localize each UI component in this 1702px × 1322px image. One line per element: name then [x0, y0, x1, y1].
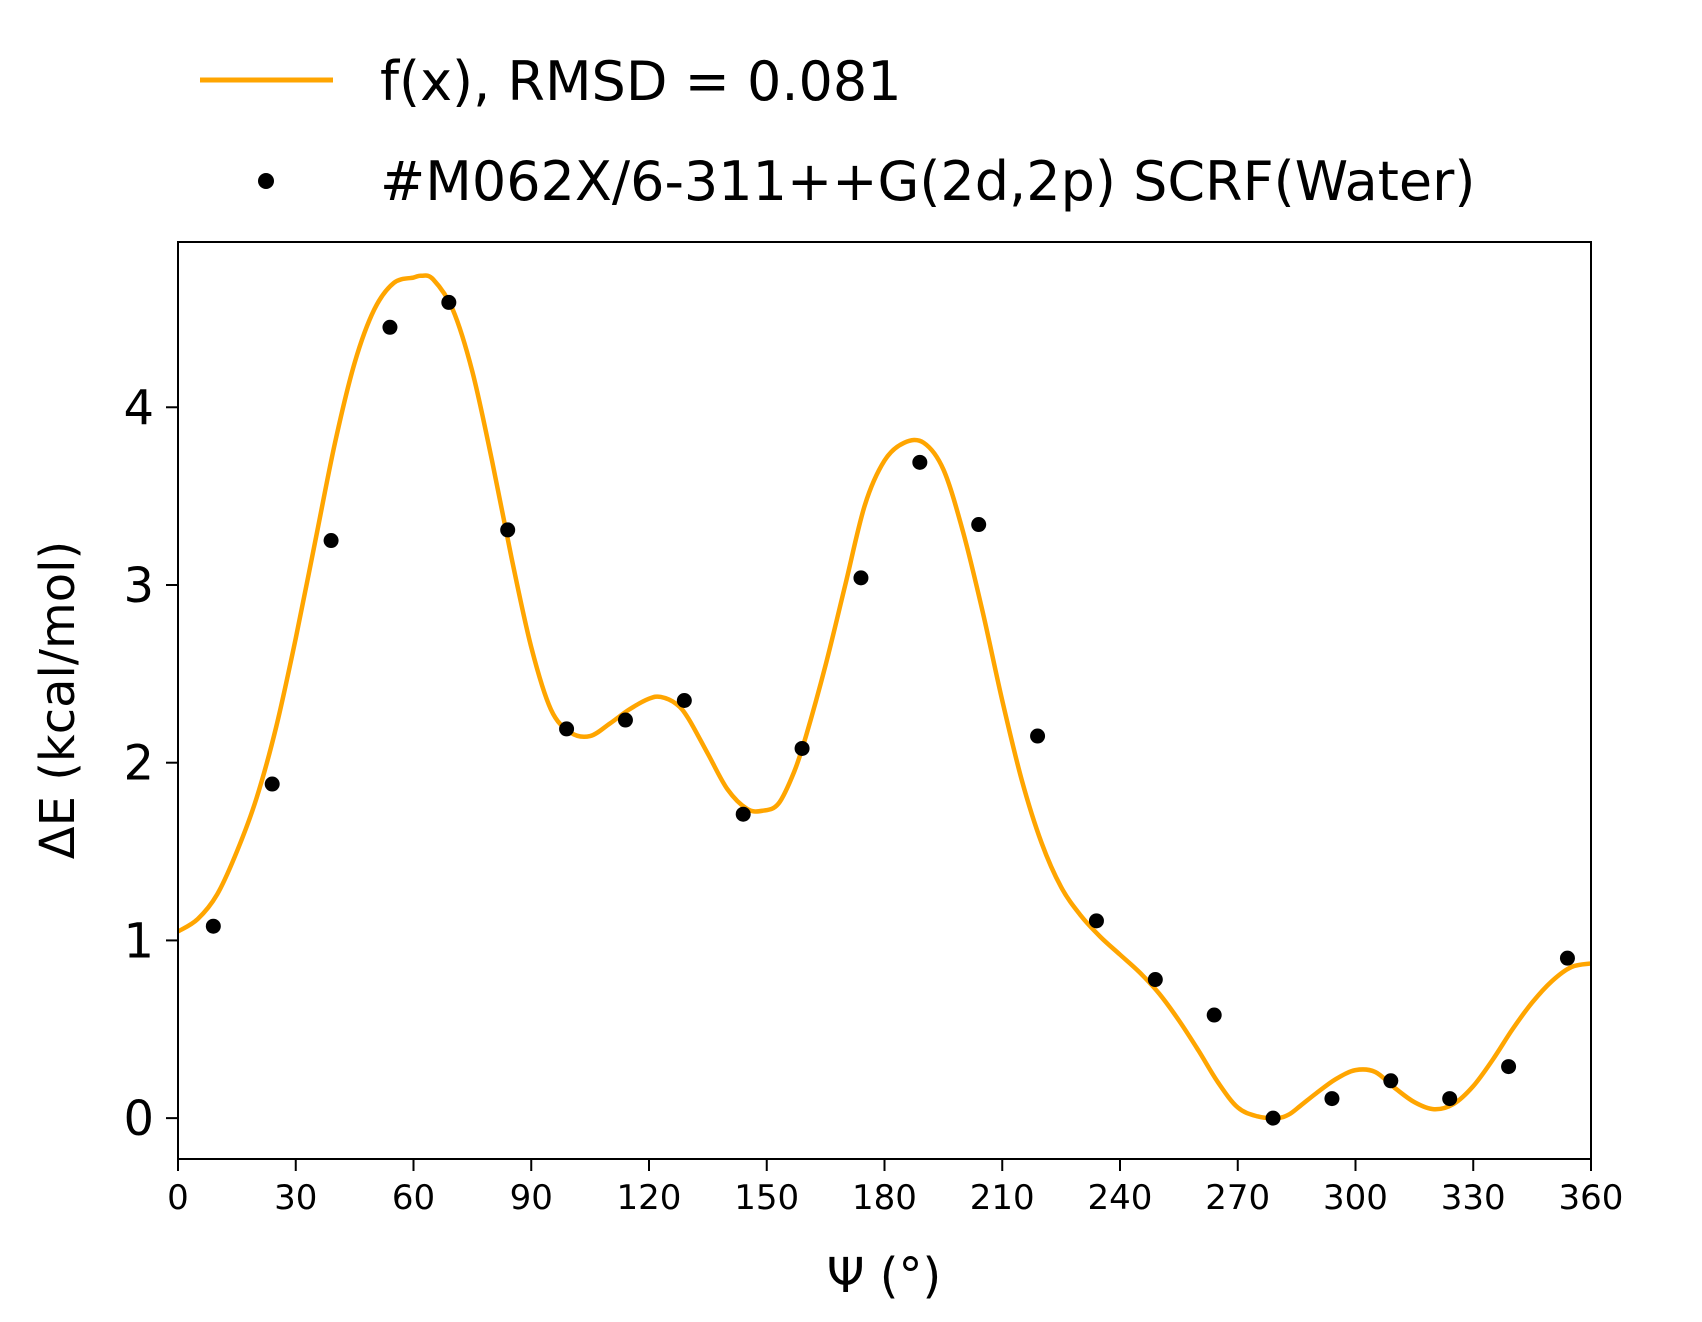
data-point [205, 918, 221, 934]
data-point [1501, 1059, 1517, 1075]
data-point [1324, 1091, 1340, 1107]
data-point [323, 533, 339, 549]
data-point [500, 522, 516, 538]
data-point [1030, 728, 1046, 744]
y-tick-label: 4 [123, 380, 154, 436]
x-tick-label: 330 [1441, 1178, 1506, 1218]
data-point [1442, 1091, 1458, 1107]
y-tick-label: 2 [123, 736, 154, 792]
legend-label-fit-line: f(x), RMSD = 0.081 [380, 50, 902, 113]
data-point [676, 693, 692, 708]
y-tick-label: 1 [123, 913, 154, 969]
y-axis-label: ΔE (kcal/mol) [30, 541, 86, 859]
x-tick-label: 180 [852, 1178, 917, 1218]
data-point [971, 517, 987, 533]
data-point [617, 712, 633, 728]
legend-swatch-dft-points [258, 173, 274, 189]
x-tick-label: 360 [1559, 1178, 1624, 1218]
data-point [1383, 1073, 1399, 1089]
data-point [1206, 1007, 1222, 1023]
data-point [441, 294, 457, 310]
x-tick-label: 300 [1323, 1178, 1388, 1218]
data-point [912, 454, 928, 470]
data-point [794, 740, 810, 756]
data-point [853, 570, 869, 586]
x-tick-label: 150 [734, 1178, 799, 1218]
data-point [1559, 950, 1575, 966]
data-point [559, 721, 575, 737]
x-tick-label: 30 [274, 1178, 317, 1218]
x-tick-label: 0 [167, 1178, 189, 1218]
legend: f(x), RMSD = 0.081 #M062X/6-311++G(2d,2p… [200, 50, 1475, 213]
fit-line [178, 273, 1591, 1121]
y-tick-label: 0 [123, 1091, 154, 1147]
data-point [1147, 972, 1163, 988]
x-tick-label: 60 [392, 1178, 435, 1218]
x-axis-label: Ψ (°) [827, 1248, 942, 1304]
data-point [1088, 913, 1104, 929]
plot-area [178, 273, 1591, 1126]
data-point [382, 319, 398, 335]
x-tick-label: 210 [970, 1178, 1035, 1218]
y-axis: 0 1 2 3 4 [123, 380, 178, 1147]
x-axis: 0 30 60 90 120 150 180 210 240 270 300 330 360 [167, 1159, 1623, 1218]
x-tick-label: 120 [617, 1178, 682, 1218]
y-tick-label: 3 [123, 558, 154, 614]
data-point [264, 776, 280, 792]
data-point [1265, 1110, 1281, 1126]
legend-label-dft-points: #M062X/6-311++G(2d,2p) SCRF(Water) [380, 150, 1475, 213]
x-tick-label: 240 [1088, 1178, 1153, 1218]
x-tick-label: 270 [1205, 1178, 1270, 1218]
x-tick-label: 90 [510, 1178, 553, 1218]
data-point [735, 806, 751, 822]
